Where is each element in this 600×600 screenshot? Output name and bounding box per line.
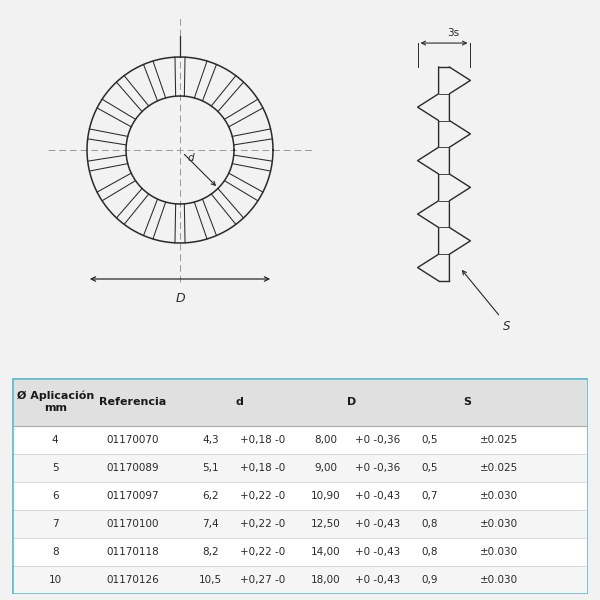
- Text: 18,00: 18,00: [311, 575, 341, 585]
- Text: ±0.030: ±0.030: [479, 575, 518, 585]
- Bar: [12, 454, 588, 482]
- Text: ±0.030: ±0.030: [479, 491, 518, 501]
- Bar: [12, 378, 588, 425]
- Text: 5: 5: [52, 463, 59, 473]
- Text: 5,1: 5,1: [202, 463, 219, 473]
- Text: 01170089: 01170089: [107, 463, 159, 473]
- Text: 01170118: 01170118: [107, 547, 160, 557]
- Text: +0 -0,43: +0 -0,43: [355, 575, 400, 585]
- Bar: [12, 482, 588, 510]
- Text: +0,22 -0: +0,22 -0: [240, 519, 285, 529]
- Text: 01170126: 01170126: [107, 575, 160, 585]
- Text: 4: 4: [52, 434, 59, 445]
- Text: d: d: [187, 153, 194, 163]
- Text: +0 -0,43: +0 -0,43: [355, 547, 400, 557]
- Text: +0,22 -0: +0,22 -0: [240, 547, 285, 557]
- Text: 0,5: 0,5: [421, 434, 438, 445]
- Text: 0,7: 0,7: [421, 491, 438, 501]
- Text: ±0.030: ±0.030: [479, 519, 518, 529]
- Bar: [12, 510, 588, 538]
- Text: Ø Aplicación
mm: Ø Aplicación mm: [17, 391, 94, 413]
- Text: 10,5: 10,5: [199, 575, 222, 585]
- Text: +0 -0,43: +0 -0,43: [355, 491, 400, 501]
- Text: 14,00: 14,00: [311, 547, 341, 557]
- Text: 3s: 3s: [447, 28, 459, 38]
- Text: ±0.025: ±0.025: [479, 463, 518, 473]
- Bar: [12, 566, 588, 594]
- Text: +0 -0,36: +0 -0,36: [355, 463, 400, 473]
- Text: 10: 10: [49, 575, 62, 585]
- Text: 0,8: 0,8: [421, 547, 438, 557]
- Text: +0,27 -0: +0,27 -0: [240, 575, 285, 585]
- Text: ±0.030: ±0.030: [479, 547, 518, 557]
- Text: 8: 8: [52, 547, 59, 557]
- Text: D: D: [347, 397, 356, 407]
- Text: +0,18 -0: +0,18 -0: [240, 434, 285, 445]
- Text: 01170097: 01170097: [107, 491, 159, 501]
- Text: S: S: [503, 320, 511, 333]
- Text: 0,8: 0,8: [421, 519, 438, 529]
- Text: 0,5: 0,5: [421, 463, 438, 473]
- Text: 7: 7: [52, 519, 59, 529]
- Text: +0 -0,43: +0 -0,43: [355, 519, 400, 529]
- Text: 6: 6: [52, 491, 59, 501]
- Text: +0 -0,36: +0 -0,36: [355, 434, 400, 445]
- FancyBboxPatch shape: [12, 378, 588, 594]
- Text: 0,9: 0,9: [421, 575, 438, 585]
- Text: ±0.025: ±0.025: [479, 434, 518, 445]
- Text: 01170100: 01170100: [107, 519, 159, 529]
- Text: d: d: [236, 397, 244, 407]
- Text: D: D: [175, 292, 185, 305]
- Text: 7,4: 7,4: [202, 519, 219, 529]
- Text: 10,90: 10,90: [311, 491, 341, 501]
- Bar: [12, 425, 588, 454]
- Text: 4,3: 4,3: [202, 434, 219, 445]
- Text: +0,18 -0: +0,18 -0: [240, 463, 285, 473]
- Bar: [12, 538, 588, 566]
- Text: 6,2: 6,2: [202, 491, 219, 501]
- Text: 9,00: 9,00: [314, 463, 337, 473]
- Text: 01170070: 01170070: [107, 434, 159, 445]
- Text: S: S: [463, 397, 471, 407]
- Text: 8,2: 8,2: [202, 547, 219, 557]
- Text: 8,00: 8,00: [314, 434, 337, 445]
- Text: +0,22 -0: +0,22 -0: [240, 491, 285, 501]
- Text: Referencia: Referencia: [100, 397, 167, 407]
- Text: 12,50: 12,50: [311, 519, 341, 529]
